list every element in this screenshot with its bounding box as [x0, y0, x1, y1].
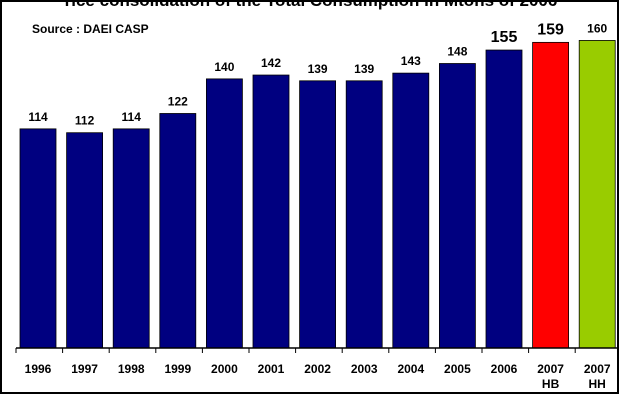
data-label: 155	[491, 29, 518, 46]
bar-1998	[112, 128, 150, 349]
bar-2007-hh	[578, 40, 616, 349]
data-label: 114	[122, 110, 142, 124]
data-label: 122	[168, 94, 188, 108]
header-fragment: rice consolidation of the Total Consumpt…	[65, 2, 558, 10]
data-label: 160	[587, 21, 607, 35]
data-label: 143	[401, 54, 421, 68]
data-label: 139	[308, 62, 328, 76]
x-tick-label: 1998	[118, 362, 145, 376]
bar-2003	[345, 80, 383, 349]
x-tick-label: 2000	[211, 362, 238, 376]
bar-1999	[159, 113, 197, 349]
bar-2007-hb	[532, 41, 569, 349]
bar-2000	[205, 78, 243, 349]
data-label: 139	[354, 62, 374, 76]
source-label: Source : DAEI CASP	[32, 22, 149, 36]
x-tick-label: HH	[589, 377, 606, 391]
x-tick-label: 1996	[25, 362, 52, 376]
x-ticks-group	[15, 348, 576, 353]
x-tick-label: 2002	[304, 362, 331, 376]
x-tick-label: 2006	[491, 362, 518, 376]
x-tick-label: 2007	[537, 362, 564, 376]
x-tick-label: 2003	[351, 362, 378, 376]
data-label: 114	[28, 110, 48, 124]
x-tick-label: 2005	[444, 362, 471, 376]
data-label: 159	[537, 21, 564, 38]
bars-group	[19, 40, 616, 349]
bar-1997	[66, 132, 103, 349]
bar-2005	[438, 63, 476, 349]
bar-2004	[392, 72, 430, 349]
data-label: 148	[447, 45, 467, 59]
value-labels-group: 114 112 114 122 140 142 139 139 143 148 155 159 160	[28, 21, 607, 127]
x-tick-label: 2004	[397, 362, 424, 376]
x-tick-label: 1997	[71, 362, 98, 376]
data-label: 142	[261, 56, 281, 70]
bar-2002	[299, 80, 337, 349]
bar-2006	[485, 49, 523, 349]
x-tick-label: 2007	[584, 362, 611, 376]
x-tick-label: 2001	[258, 362, 285, 376]
bar-2001	[252, 74, 290, 349]
bar-1996	[19, 128, 57, 349]
data-label: 140	[214, 60, 234, 74]
x-tick-label: 1999	[164, 362, 191, 376]
x-labels-group: 1996 1997 1998 1999 2000 2001 2002 2003 2004 2005…	[25, 362, 611, 391]
data-label: 112	[75, 114, 95, 128]
x-tick-label: HB	[542, 377, 560, 391]
